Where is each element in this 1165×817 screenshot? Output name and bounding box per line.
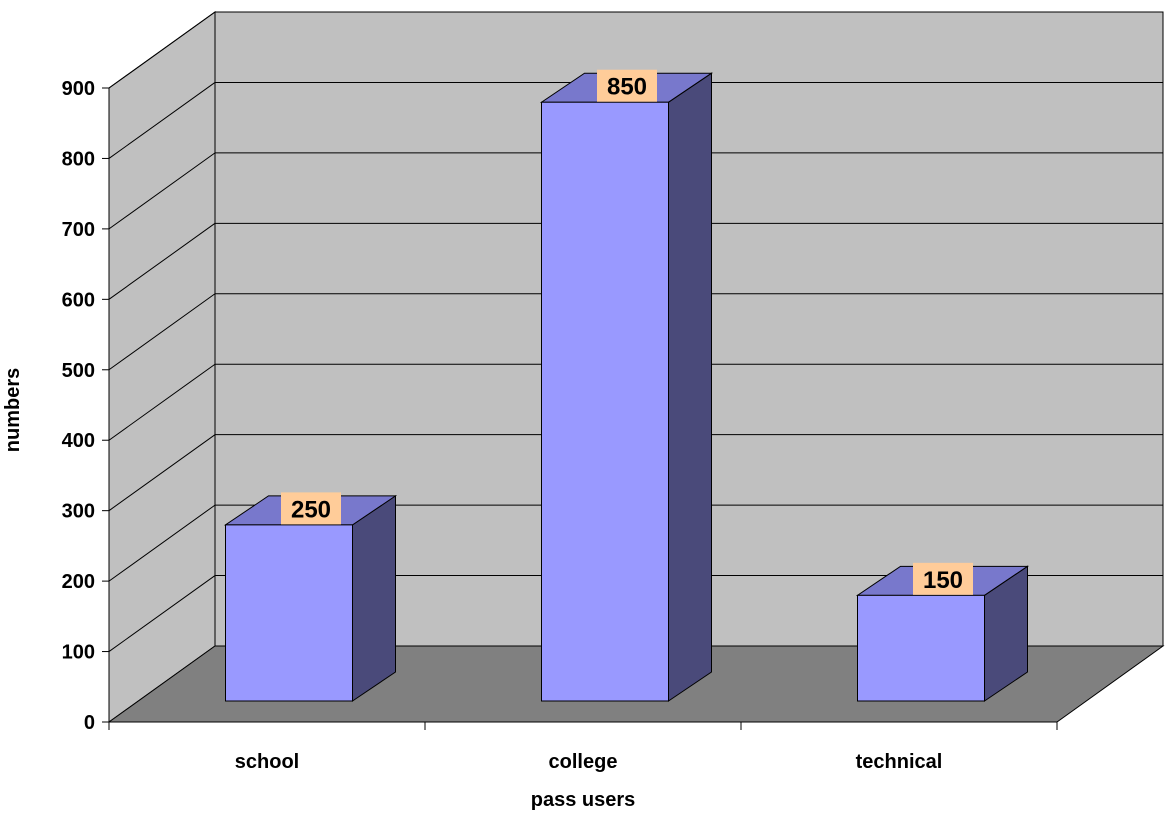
x-tick-label: technical <box>856 751 943 773</box>
bar <box>541 101 669 702</box>
x-axis-label: pass users <box>531 789 636 811</box>
bars: 250 850 150 <box>223 69 1030 702</box>
gridline-side <box>108 11 216 89</box>
bar-side <box>668 72 712 702</box>
y-tick-label: 0 <box>84 712 95 734</box>
bar <box>225 524 353 702</box>
y-tick-label: 900 <box>62 78 95 100</box>
gridline-side <box>108 293 216 371</box>
bar <box>857 594 985 702</box>
y-tick-label: 200 <box>62 571 95 593</box>
gridline-side <box>108 222 216 300</box>
bar-side <box>352 494 396 702</box>
gridline-side <box>108 363 216 441</box>
data-label-bg <box>281 492 341 525</box>
data-label-bg <box>597 69 657 102</box>
data-label-bg <box>913 562 973 595</box>
bar-technical: 150 <box>855 562 1030 702</box>
gridline-side <box>108 504 216 582</box>
y-tick-label: 300 <box>62 501 95 523</box>
bar-college: 850 <box>539 69 714 702</box>
data-label: 250 <box>291 496 331 523</box>
y-tick-label: 100 <box>62 642 95 664</box>
x-tick-label: college <box>549 751 618 773</box>
y-tick-label: 400 <box>62 430 95 452</box>
bar-school: 250 <box>223 492 398 702</box>
data-label: 850 <box>607 74 647 101</box>
gridline-side <box>108 82 216 159</box>
gridline-side <box>108 434 216 512</box>
y-tick-label: 600 <box>62 289 95 311</box>
side-wall <box>108 11 216 723</box>
gridline-side <box>108 575 216 652</box>
data-label: 150 <box>923 567 963 594</box>
y-tick-label: 500 <box>62 360 95 382</box>
x-tick-label: school <box>235 751 299 773</box>
y-axis-label: numbers <box>2 368 24 452</box>
gridline-side <box>108 152 216 230</box>
y-tick-label: 800 <box>62 148 95 170</box>
y-tick-label: 700 <box>62 219 95 241</box>
axes: 0 100 200 300 400 500 600 700 800 900 school colleg… <box>62 78 1058 773</box>
